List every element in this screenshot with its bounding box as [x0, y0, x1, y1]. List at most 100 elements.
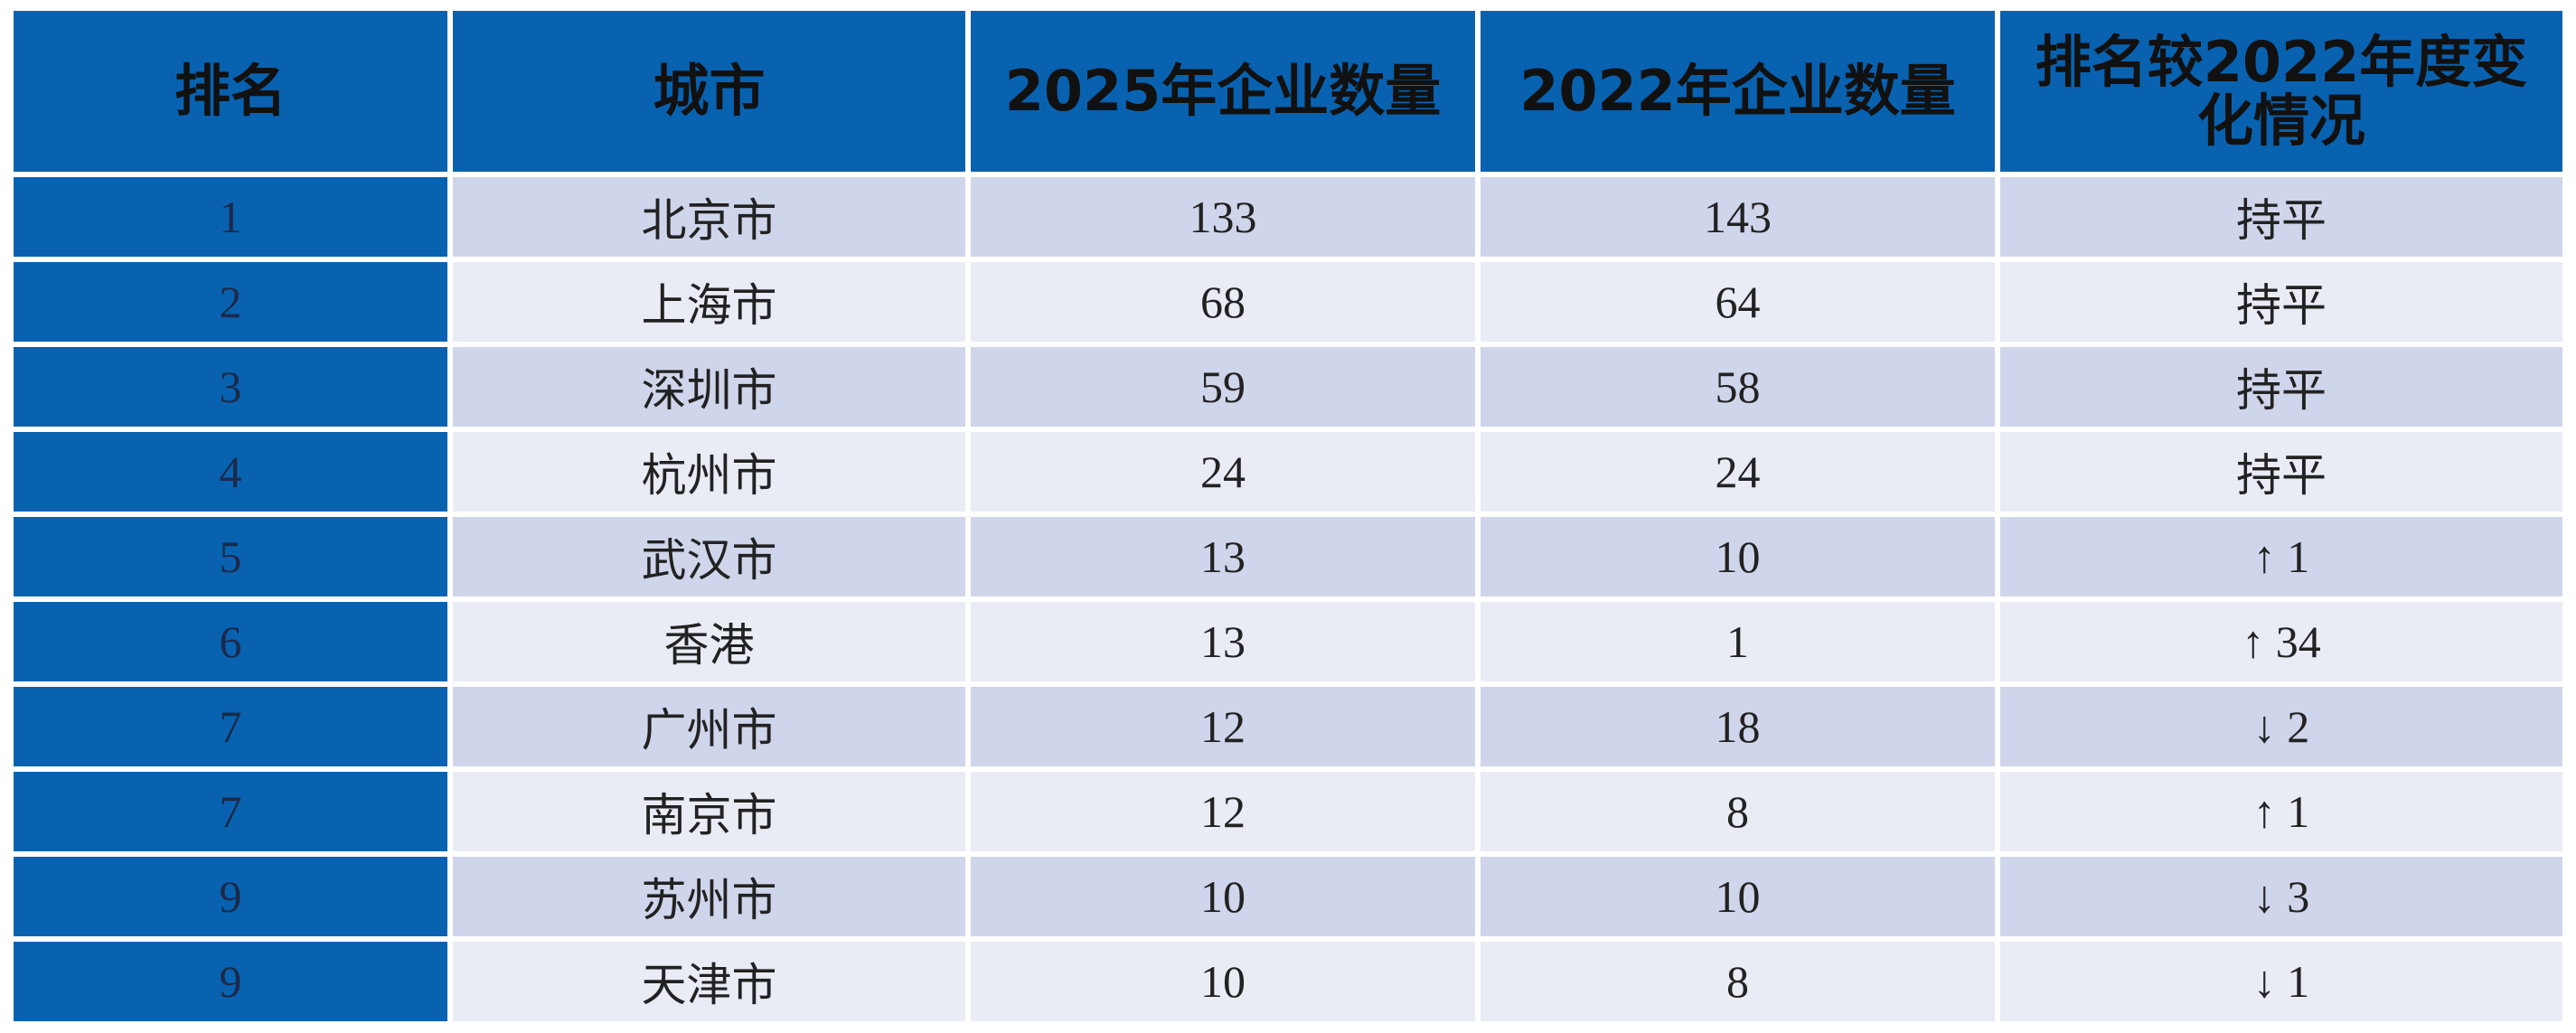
- data-cell-text: 持平: [2236, 450, 2327, 501]
- data-cell: 苏州市: [453, 857, 965, 936]
- rank-cell-text: 4: [219, 446, 242, 497]
- data-cell: ↑ 34: [2000, 602, 2562, 681]
- data-cell-text: 南京市: [641, 790, 777, 840]
- data-cell-text: 18: [1715, 701, 1761, 752]
- data-cell: 南京市: [453, 772, 965, 851]
- data-cell-text: 深圳市: [641, 365, 777, 416]
- data-cell-text: 天津市: [641, 960, 777, 1010]
- rank-cell-text: 1: [219, 192, 242, 242]
- data-cell-text: 24: [1200, 446, 1246, 497]
- data-cell-text: 武汉市: [641, 535, 777, 586]
- data-cell: 武汉市: [453, 517, 965, 596]
- data-cell: 24: [1481, 432, 1995, 512]
- rank-cell: 1: [14, 177, 447, 257]
- data-cell-text: ↑ 34: [2242, 616, 2321, 667]
- data-cell: ↓ 2: [2000, 687, 2562, 766]
- header-cell: 排名较2022年度变化情况: [2000, 11, 2562, 172]
- data-cell: 143: [1481, 177, 1995, 257]
- data-cell-text: 持平: [2236, 365, 2327, 416]
- data-cell: 持平: [2000, 177, 2562, 257]
- data-cell-text: 12: [1200, 701, 1246, 752]
- data-cell-text: 8: [1726, 956, 1749, 1007]
- data-cell: 59: [971, 347, 1475, 427]
- rank-cell: 4: [14, 432, 447, 512]
- data-cell: 64: [1481, 262, 1995, 342]
- data-cell: 广州市: [453, 687, 965, 766]
- rank-cell: 9: [14, 942, 447, 1021]
- rank-cell: 5: [14, 517, 447, 596]
- data-cell: 10: [1481, 517, 1995, 596]
- data-cell-text: 10: [1200, 956, 1246, 1007]
- header-cell-text: 2025年企业数量: [1004, 58, 1442, 125]
- rank-cell: 3: [14, 347, 447, 427]
- rank-cell-text: 3: [219, 362, 242, 412]
- data-cell: 12: [971, 772, 1475, 851]
- data-cell-text: 8: [1726, 786, 1749, 837]
- ranking-table: 排名 城市 2025年企业数量 2022年企业数量 排名较2022年度变化情况 1 北京市 1…: [14, 11, 2562, 1021]
- header-cell: 2025年企业数量: [971, 11, 1475, 172]
- rank-cell-text: 7: [219, 786, 242, 837]
- rank-cell-text: 9: [219, 956, 242, 1007]
- data-cell: 58: [1481, 347, 1995, 427]
- data-cell-text: 杭州市: [641, 450, 777, 501]
- data-cell-text: 1: [1726, 616, 1749, 667]
- data-cell-text: 广州市: [641, 705, 777, 756]
- data-cell: 持平: [2000, 262, 2562, 342]
- header-cell: 2022年企业数量: [1481, 11, 1995, 172]
- data-cell: 12: [971, 687, 1475, 766]
- data-cell: 1: [1481, 602, 1995, 681]
- data-cell: 10: [971, 857, 1475, 936]
- data-cell: ↑ 1: [2000, 517, 2562, 596]
- data-cell-text: 143: [1704, 192, 1772, 242]
- data-cell-text: 香港: [663, 620, 755, 671]
- data-cell: 天津市: [453, 942, 965, 1021]
- data-cell-text: 64: [1715, 277, 1761, 327]
- header-cell-text: 2022年企业数量: [1519, 58, 1956, 125]
- header-cell: 城市: [453, 11, 965, 172]
- rank-cell: 6: [14, 602, 447, 681]
- data-cell-text: 北京市: [641, 195, 777, 246]
- data-cell-text: 苏州市: [641, 875, 777, 925]
- data-cell: 杭州市: [453, 432, 965, 512]
- data-cell: 8: [1481, 942, 1995, 1021]
- data-cell: 香港: [453, 602, 965, 681]
- rank-cell-text: 2: [219, 277, 242, 327]
- data-cell: 13: [971, 517, 1475, 596]
- rank-cell: 7: [14, 687, 447, 766]
- rank-cell-text: 6: [219, 616, 242, 667]
- data-cell: 10: [971, 942, 1475, 1021]
- data-cell: 上海市: [453, 262, 965, 342]
- data-cell-text: 13: [1200, 531, 1246, 582]
- data-cell-text: 10: [1715, 531, 1761, 582]
- header-cell: 排名: [14, 11, 447, 172]
- data-cell: ↓ 1: [2000, 942, 2562, 1021]
- data-cell: 持平: [2000, 432, 2562, 512]
- data-cell: 10: [1481, 857, 1995, 936]
- data-cell: 18: [1481, 687, 1995, 766]
- data-cell: 133: [971, 177, 1475, 257]
- rank-cell: 2: [14, 262, 447, 342]
- data-cell: 68: [971, 262, 1475, 342]
- data-cell-text: ↓ 2: [2252, 701, 2310, 752]
- data-cell-text: 13: [1200, 616, 1246, 667]
- data-cell-text: 持平: [2236, 195, 2327, 246]
- rank-cell: 9: [14, 857, 447, 936]
- data-cell-text: 上海市: [641, 280, 777, 331]
- data-cell-text: ↑ 1: [2252, 786, 2310, 837]
- data-cell: 13: [971, 602, 1475, 681]
- data-cell-text: 59: [1200, 362, 1246, 412]
- data-cell: ↓ 3: [2000, 857, 2562, 936]
- header-cell-text: 排名: [174, 58, 287, 125]
- data-cell-text: 持平: [2236, 280, 2327, 331]
- rank-cell-text: 5: [219, 531, 242, 582]
- data-cell-text: 10: [1715, 871, 1761, 922]
- data-cell-text: 24: [1715, 446, 1761, 497]
- data-cell-text: 133: [1189, 192, 1257, 242]
- header-cell-text: 城市: [653, 58, 766, 125]
- data-cell: 8: [1481, 772, 1995, 851]
- rank-cell-text: 9: [219, 871, 242, 922]
- data-cell-text: 10: [1200, 871, 1246, 922]
- rank-cell-text: 7: [219, 701, 242, 752]
- data-cell-text: ↓ 3: [2252, 871, 2310, 922]
